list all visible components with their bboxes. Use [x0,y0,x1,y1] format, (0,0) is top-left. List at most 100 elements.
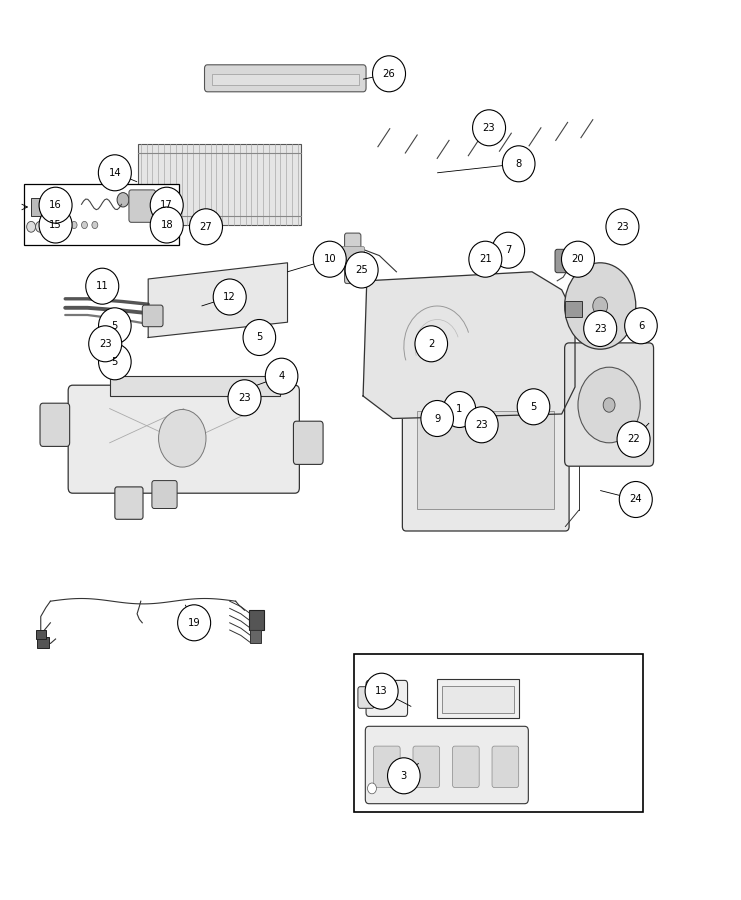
Ellipse shape [99,308,131,344]
Text: 1: 1 [456,404,462,415]
Bar [437,679,519,718]
FancyBboxPatch shape [37,637,49,648]
Circle shape [565,263,636,349]
Text: 2: 2 [428,338,434,349]
FancyBboxPatch shape [365,726,528,804]
FancyBboxPatch shape [492,746,519,788]
FancyBboxPatch shape [555,249,580,273]
Ellipse shape [584,310,617,346]
Ellipse shape [617,421,650,457]
Ellipse shape [243,320,276,356]
Text: 23: 23 [594,323,607,334]
FancyBboxPatch shape [205,65,366,92]
Ellipse shape [625,308,657,344]
Text: 9: 9 [434,413,440,424]
Ellipse shape [150,187,183,223]
Ellipse shape [99,344,131,380]
Circle shape [36,221,44,232]
FancyBboxPatch shape [250,630,261,643]
Ellipse shape [606,209,639,245]
Ellipse shape [39,207,72,243]
FancyBboxPatch shape [212,74,359,85]
FancyBboxPatch shape [358,687,374,708]
Bar [138,144,301,225]
Circle shape [117,193,129,207]
Bar [417,411,554,508]
FancyBboxPatch shape [402,389,569,531]
Ellipse shape [190,209,222,245]
Circle shape [82,221,87,229]
Ellipse shape [313,241,346,277]
FancyBboxPatch shape [565,301,582,317]
Ellipse shape [150,207,183,243]
FancyBboxPatch shape [366,680,408,716]
Ellipse shape [99,155,131,191]
Text: 4: 4 [279,371,285,382]
Ellipse shape [213,279,246,315]
Ellipse shape [443,392,476,428]
Text: 23: 23 [238,392,251,403]
Text: 12: 12 [223,292,236,302]
Bar [354,654,643,812]
Ellipse shape [421,400,453,436]
Ellipse shape [86,268,119,304]
Text: 24: 24 [629,494,642,505]
Ellipse shape [415,326,448,362]
Text: 5: 5 [112,356,118,367]
Text: 13: 13 [375,686,388,697]
Ellipse shape [373,56,405,92]
FancyBboxPatch shape [341,247,365,268]
Ellipse shape [517,389,550,425]
FancyBboxPatch shape [413,746,439,788]
FancyBboxPatch shape [142,305,163,327]
Text: 25: 25 [355,265,368,275]
Text: 3: 3 [401,770,407,781]
Circle shape [593,297,608,315]
Ellipse shape [265,358,298,394]
Circle shape [603,398,615,412]
Text: 14: 14 [108,167,122,178]
FancyBboxPatch shape [129,190,156,222]
FancyBboxPatch shape [152,481,177,508]
Polygon shape [363,272,575,418]
Text: 19: 19 [187,617,201,628]
Text: 15: 15 [49,220,62,230]
Ellipse shape [473,110,505,146]
FancyBboxPatch shape [31,198,47,216]
FancyBboxPatch shape [565,343,654,466]
Ellipse shape [502,146,535,182]
FancyBboxPatch shape [36,630,46,639]
Text: 11: 11 [96,281,109,292]
FancyBboxPatch shape [115,487,143,519]
Ellipse shape [388,758,420,794]
Circle shape [578,367,640,443]
Bar [110,376,280,396]
Circle shape [159,410,206,467]
Ellipse shape [619,482,652,517]
Ellipse shape [562,241,594,277]
Text: 27: 27 [199,221,213,232]
Text: 18: 18 [160,220,173,230]
Ellipse shape [365,673,398,709]
FancyBboxPatch shape [40,403,70,446]
Circle shape [368,783,376,794]
FancyBboxPatch shape [68,385,299,493]
Text: 8: 8 [516,158,522,169]
Text: 23: 23 [99,338,112,349]
Bar [442,686,514,713]
Ellipse shape [345,252,378,288]
FancyBboxPatch shape [373,746,400,788]
Text: 20: 20 [571,254,585,265]
Text: 5: 5 [256,332,262,343]
Text: 16: 16 [49,200,62,211]
Text: 5: 5 [112,320,118,331]
FancyBboxPatch shape [293,421,323,464]
Text: 10: 10 [323,254,336,265]
Bar [24,184,179,245]
Text: 23: 23 [616,221,629,232]
Circle shape [430,426,437,435]
FancyBboxPatch shape [345,233,361,284]
FancyBboxPatch shape [249,610,264,630]
Text: 7: 7 [505,245,511,256]
Text: 6: 6 [638,320,644,331]
